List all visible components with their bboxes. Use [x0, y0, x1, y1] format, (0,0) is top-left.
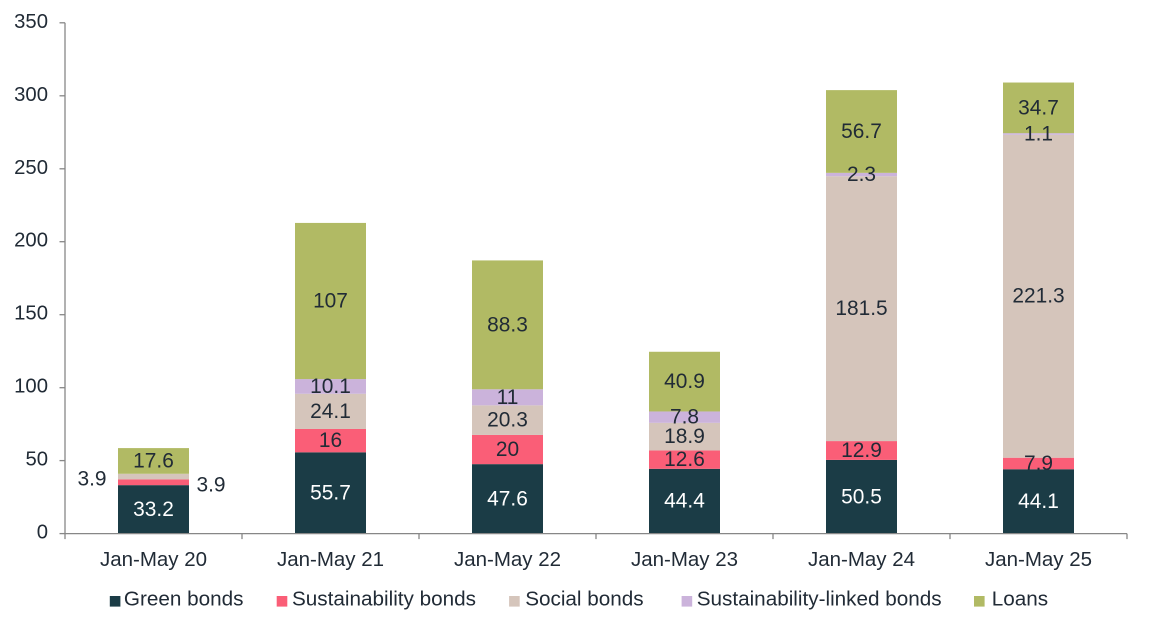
svg-text:56.7: 56.7	[841, 120, 882, 143]
svg-text:40.9: 40.9	[664, 370, 705, 393]
svg-text:Sustainability-linked bonds: Sustainability-linked bonds	[697, 587, 942, 610]
svg-text:20: 20	[496, 438, 519, 461]
svg-text:200: 200	[14, 230, 48, 252]
svg-text:12.9: 12.9	[841, 439, 882, 462]
svg-text:150: 150	[14, 303, 48, 325]
svg-text:44.4: 44.4	[664, 490, 705, 513]
svg-text:221.3: 221.3	[1012, 285, 1064, 308]
svg-text:44.1: 44.1	[1018, 490, 1059, 513]
svg-text:33.2: 33.2	[133, 498, 174, 521]
svg-text:Loans: Loans	[992, 587, 1048, 610]
svg-text:16: 16	[319, 429, 342, 452]
svg-text:Sustainability bonds: Sustainability bonds	[292, 587, 476, 610]
svg-text:100: 100	[14, 376, 48, 398]
svg-text:Jan-May 22: Jan-May 22	[454, 548, 561, 571]
svg-text:47.6: 47.6	[487, 487, 528, 510]
svg-text:Jan-May 23: Jan-May 23	[631, 548, 738, 571]
svg-text:Social bonds: Social bonds	[525, 587, 643, 610]
svg-text:Jan-May 20: Jan-May 20	[100, 548, 207, 571]
svg-text:Green bonds: Green bonds	[124, 587, 244, 610]
svg-text:10.1: 10.1	[310, 375, 351, 398]
svg-text:1.1: 1.1	[1024, 122, 1053, 145]
svg-text:55.7: 55.7	[310, 481, 351, 504]
svg-text:12.6: 12.6	[664, 448, 705, 471]
svg-text:250: 250	[14, 157, 48, 179]
svg-text:3.9: 3.9	[77, 468, 106, 491]
svg-text:Jan-May 21: Jan-May 21	[277, 548, 384, 571]
svg-text:7.9: 7.9	[1024, 452, 1053, 475]
svg-text:24.1: 24.1	[310, 400, 351, 423]
svg-text:Jan-May 24: Jan-May 24	[808, 548, 915, 571]
svg-text:17.6: 17.6	[133, 449, 174, 472]
svg-text:11: 11	[497, 386, 519, 409]
svg-text:2.3: 2.3	[847, 163, 876, 186]
svg-text:18.9: 18.9	[664, 425, 705, 448]
svg-text:50: 50	[25, 449, 48, 471]
svg-text:107: 107	[313, 289, 348, 312]
svg-text:20.3: 20.3	[487, 409, 528, 432]
svg-text:300: 300	[14, 84, 48, 106]
svg-text:0: 0	[37, 522, 48, 544]
svg-text:88.3: 88.3	[487, 313, 528, 336]
svg-text:3.9: 3.9	[196, 474, 225, 497]
svg-text:350: 350	[14, 11, 48, 33]
svg-text:34.7: 34.7	[1018, 96, 1059, 119]
svg-text:50.5: 50.5	[841, 485, 882, 508]
svg-text:181.5: 181.5	[835, 297, 887, 320]
svg-text:Jan-May 25: Jan-May 25	[985, 548, 1092, 571]
svg-text:7.8: 7.8	[670, 406, 699, 429]
